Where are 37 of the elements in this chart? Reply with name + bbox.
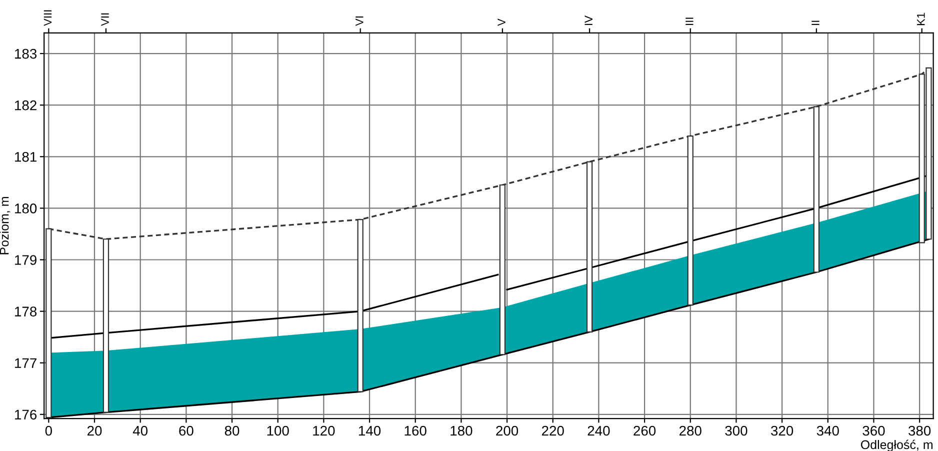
y-tick-label: 178 bbox=[15, 306, 37, 316]
text: VIII bbox=[44, 10, 52, 26]
x-tick-label: 340 bbox=[816, 426, 839, 436]
x-tick-label: 60 bbox=[179, 426, 194, 436]
x-tick-label: 80 bbox=[224, 426, 240, 436]
x-tick-label: 300 bbox=[725, 426, 748, 436]
x-tick-label: 240 bbox=[588, 426, 610, 436]
x-tick-label: 20 bbox=[87, 426, 102, 436]
x-tick-label: 200 bbox=[496, 426, 518, 436]
text: VII bbox=[101, 13, 109, 26]
x-tick-label: 380 bbox=[908, 426, 931, 436]
text: III bbox=[686, 18, 694, 25]
x-tick-label: 100 bbox=[267, 426, 289, 436]
y-tick-label: 179 bbox=[15, 255, 36, 265]
y-tick-label: 181 bbox=[15, 152, 36, 162]
text: II bbox=[812, 20, 820, 25]
x-tick-label: 180 bbox=[450, 426, 472, 436]
x-tick-label: 40 bbox=[132, 426, 148, 436]
y-axis-title: Poziom, m bbox=[0, 197, 10, 254]
x-tick-label: 360 bbox=[862, 426, 885, 436]
x-tick-label: 220 bbox=[542, 426, 564, 436]
y-tick-label: 182 bbox=[15, 100, 36, 110]
text: V bbox=[498, 18, 506, 26]
y-tick-label: 183 bbox=[15, 48, 37, 59]
text: K1 bbox=[917, 12, 925, 26]
x-tick-label: 260 bbox=[634, 426, 656, 436]
x-tick-label: 0 bbox=[45, 426, 52, 436]
x-tick-label: 140 bbox=[358, 426, 381, 436]
text: VI bbox=[356, 16, 364, 26]
x-tick-label: 320 bbox=[770, 426, 794, 436]
x-tick-label: 160 bbox=[404, 426, 426, 436]
y-tick-label: 176 bbox=[15, 410, 37, 420]
y-tick-label: 180 bbox=[15, 204, 37, 214]
x-tick-label: 120 bbox=[313, 426, 335, 436]
y-tick-label: 177 bbox=[15, 358, 36, 368]
text: IV bbox=[584, 16, 592, 25]
x-tick-label: 280 bbox=[679, 426, 702, 436]
